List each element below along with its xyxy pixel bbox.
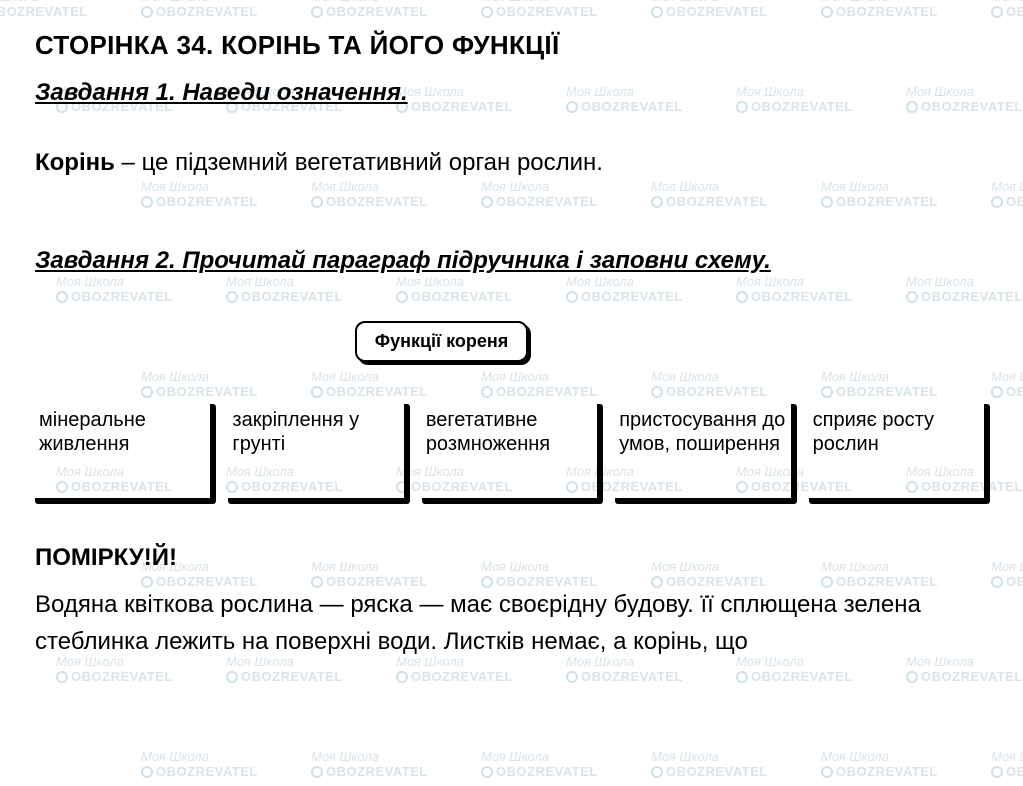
task2-heading: Завдання 2. Прочитай параграф підручника… — [35, 247, 988, 275]
definition-text: це підземний вегетативний орган рослин. — [142, 149, 603, 176]
definition-term: Корінь — [35, 149, 115, 176]
scheme-header-wrap: Функції кореня — [35, 321, 988, 362]
function-box: мінеральне живлення — [35, 404, 214, 496]
document-content: СТОРІНКА 34. КОРІНЬ ТА ЙОГО ФУНКЦІЇ Завд… — [35, 30, 988, 660]
task1-definition: Корінь – це підземний вегетативний орган… — [35, 149, 988, 177]
function-box: вегетативне розмноження — [422, 404, 601, 496]
function-box: сприяє росту рослин — [809, 404, 988, 496]
function-boxes-row: мінеральне живлення закріплення у грунті… — [35, 404, 988, 496]
page-title: СТОРІНКА 34. КОРІНЬ ТА ЙОГО ФУНКЦІЇ — [35, 30, 988, 61]
function-box: закріплення у грунті — [228, 404, 407, 496]
function-box: пристосування до умов, поширення — [615, 404, 794, 496]
scheme-header: Функції кореня — [355, 321, 529, 362]
task1-heading: Завдання 1. Наведи означення. — [35, 79, 988, 107]
think-body: Водяна квіткова рослина — ряска — має св… — [35, 586, 988, 660]
think-title: ПОМІРКУ!Й! — [35, 544, 988, 572]
definition-dash: – — [115, 149, 142, 176]
